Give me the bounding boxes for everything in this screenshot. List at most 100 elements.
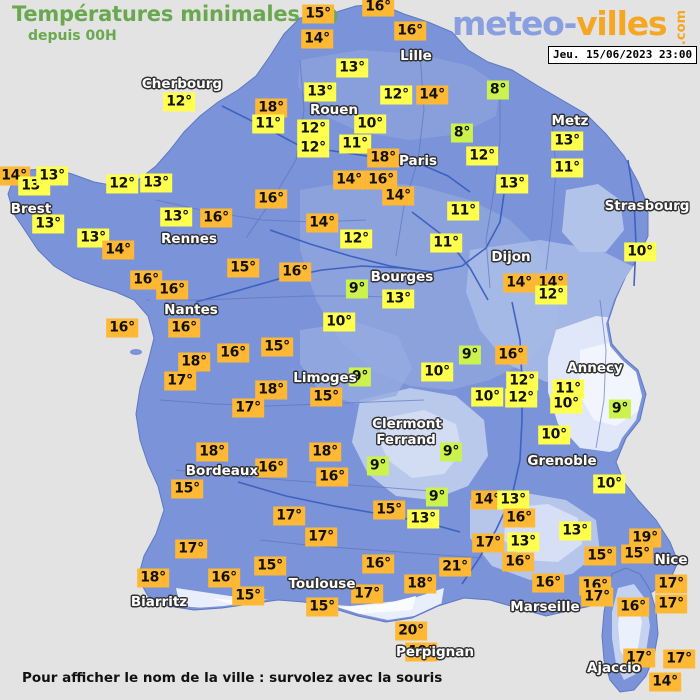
temperature-chip[interactable]: 15° — [373, 500, 405, 520]
temperature-chip[interactable]: 16° — [394, 21, 426, 41]
temperature-chip[interactable]: 13° — [304, 82, 336, 102]
temperature-chip[interactable]: 17° — [581, 587, 613, 607]
temperature-chip[interactable]: 18° — [255, 98, 287, 118]
temperature-chip[interactable]: 10° — [550, 394, 582, 414]
temperature-chip[interactable]: 16° — [130, 270, 162, 290]
temperature-chip[interactable]: 14° — [649, 672, 681, 692]
temperature-chip[interactable]: 16° — [168, 318, 200, 338]
temperature-chip[interactable]: 18° — [404, 574, 436, 594]
temperature-chip[interactable]: 14° — [333, 170, 365, 190]
temperature-chip[interactable]: 12° — [106, 174, 138, 194]
temperature-chip[interactable]: 9° — [458, 345, 482, 365]
temperature-chip[interactable]: 17° — [663, 649, 695, 669]
temperature-chip[interactable]: 16° — [255, 189, 287, 209]
temperature-chip[interactable]: 18° — [309, 442, 341, 462]
temperature-chip[interactable]: 10° — [354, 114, 386, 134]
temperature-chip[interactable]: 16° — [106, 318, 138, 338]
temperature-chip[interactable]: 16° — [156, 280, 188, 300]
temperature-chip[interactable]: 18° — [367, 148, 399, 168]
temperature-chip[interactable]: 12° — [535, 285, 567, 305]
site-logo[interactable]: meteo-villes .com — [452, 4, 700, 45]
temperature-chip[interactable]: 9° — [425, 487, 449, 507]
temperature-chip[interactable]: 14° — [416, 85, 448, 105]
temperature-chip[interactable]: 17° — [164, 371, 196, 391]
temperature-chip[interactable]: 11° — [551, 158, 583, 178]
temperature-chip[interactable]: 13° — [77, 228, 109, 248]
temperature-chip[interactable]: 15° — [584, 546, 616, 566]
temperature-chip[interactable]: 14° — [382, 186, 414, 206]
temperature-chip[interactable]: 17° — [655, 594, 687, 614]
temperature-chip[interactable]: 21° — [439, 557, 471, 577]
temperature-chip[interactable]: 13° — [559, 521, 591, 541]
temperature-chip[interactable]: 13° — [407, 509, 439, 529]
temperature-chip[interactable]: 11° — [447, 201, 479, 221]
temperature-chip[interactable]: 12° — [380, 85, 412, 105]
temperature-chip[interactable]: 16° — [200, 208, 232, 228]
temperature-chip[interactable]: 15° — [302, 4, 334, 24]
temperature-chip[interactable]: 17° — [273, 506, 305, 526]
temperature-chip[interactable]: 16° — [502, 552, 534, 572]
temperature-chip[interactable]: 17° — [472, 533, 504, 553]
temperature-chip[interactable]: 17° — [351, 584, 383, 604]
temperature-chip[interactable]: 16° — [255, 458, 287, 478]
temperature-chip[interactable]: 19° — [629, 528, 661, 548]
temperature-chip[interactable]: 9° — [345, 279, 369, 299]
temperature-chip[interactable]: 14° — [503, 273, 535, 293]
temperature-chip[interactable]: 15° — [232, 586, 264, 606]
temperature-chip[interactable]: 11° — [252, 114, 284, 134]
temperature-chip[interactable]: 13° — [36, 166, 68, 186]
temperature-chip[interactable]: 10° — [323, 312, 355, 332]
temperature-chip[interactable]: 13° — [497, 490, 529, 510]
temperature-chip[interactable]: 15° — [306, 597, 338, 617]
temperature-chip[interactable]: 18° — [137, 568, 169, 588]
temperature-chip[interactable]: 14° — [306, 213, 338, 233]
temperature-chip[interactable]: 15° — [171, 479, 203, 499]
temperature-chip[interactable]: 18° — [178, 352, 210, 372]
temperature-chip[interactable]: 15° — [254, 556, 286, 576]
temperature-chip[interactable]: 14° — [102, 240, 134, 260]
temperature-chip[interactable]: 14° — [301, 29, 333, 49]
temperature-chip[interactable]: 12° — [297, 138, 329, 158]
temperature-chip[interactable]: 12° — [466, 146, 498, 166]
temperature-chip[interactable]: 12° — [340, 229, 372, 249]
temperature-chip[interactable]: 10° — [421, 362, 453, 382]
temperature-chip[interactable]: 10° — [538, 425, 570, 445]
temperature-chip[interactable]: 16° — [503, 508, 535, 528]
temperature-chip[interactable]: 16° — [362, 0, 394, 17]
temperature-chip[interactable]: 8° — [450, 123, 474, 143]
temperature-chip[interactable]: 9° — [366, 456, 390, 476]
temperature-chip[interactable]: 11° — [552, 379, 584, 399]
temperature-chip[interactable]: 16° — [365, 170, 397, 190]
temperature-chip[interactable]: 11° — [339, 134, 371, 154]
temperature-chip[interactable]: 8° — [486, 80, 510, 100]
temperature-chip[interactable]: 17° — [175, 539, 207, 559]
temperature-chip[interactable]: 10° — [471, 387, 503, 407]
temperature-chip[interactable]: 11° — [430, 233, 462, 253]
temperature-chip[interactable]: 19° — [405, 642, 437, 662]
temperature-chip[interactable]: 13° — [507, 532, 539, 552]
temperature-chip[interactable]: 18° — [255, 380, 287, 400]
temperature-chip[interactable]: 15° — [261, 337, 293, 357]
temperature-chip[interactable]: 17° — [655, 574, 687, 594]
temperature-chip[interactable]: 12° — [297, 119, 329, 139]
temperature-chip[interactable]: 16° — [617, 597, 649, 617]
temperature-chip[interactable]: 20° — [395, 621, 427, 641]
temperature-chip[interactable]: 16° — [208, 568, 240, 588]
temperature-chip[interactable]: 16° — [279, 262, 311, 282]
temperature-chip[interactable]: 9° — [348, 367, 372, 387]
temperature-chip[interactable]: 17° — [623, 648, 655, 668]
temperature-chip[interactable]: 12° — [163, 92, 195, 112]
temperature-chip[interactable]: 16° — [362, 554, 394, 574]
temperature-chip[interactable]: 9° — [608, 399, 632, 419]
temperature-chip[interactable]: 17° — [305, 527, 337, 547]
temperature-chip[interactable]: 10° — [593, 474, 625, 494]
temperature-chip[interactable]: 13° — [32, 214, 64, 234]
temperature-chip[interactable]: 15° — [621, 544, 653, 564]
temperature-chip[interactable]: 15° — [310, 387, 342, 407]
temperature-chip[interactable]: 13° — [551, 131, 583, 151]
temperature-chip[interactable]: 14° — [471, 490, 503, 510]
temperature-chip[interactable]: 13° — [160, 207, 192, 227]
temperature-chip[interactable]: 12° — [505, 388, 537, 408]
temperature-chip[interactable]: 17° — [232, 398, 264, 418]
temperature-chip[interactable]: 13° — [140, 173, 172, 193]
